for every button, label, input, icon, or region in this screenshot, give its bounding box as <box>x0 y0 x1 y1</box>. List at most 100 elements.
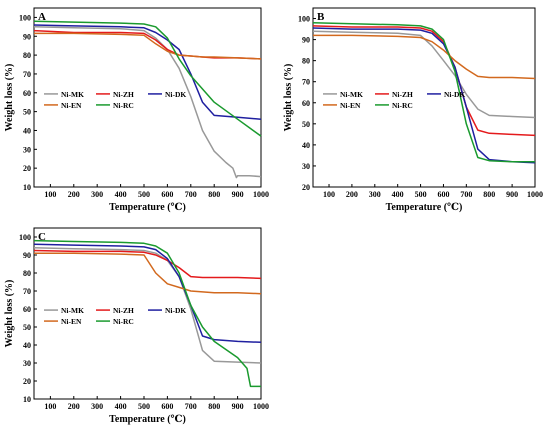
x-axis-title: Temperature (℃) <box>109 414 186 425</box>
y-tick-label: 70 <box>23 287 31 296</box>
legend-label: Ni-ZH <box>392 90 413 99</box>
legend: Ni-MK Ni-ZH Ni-DK Ni-EN Ni-RC <box>44 90 186 110</box>
series-line-ni-rc <box>33 20 262 137</box>
legend-label: Ni-RC <box>113 317 134 326</box>
y-tick-label: 70 <box>302 78 310 87</box>
x-tick-label: 400 <box>115 190 127 199</box>
y-tick-label: 30 <box>23 359 31 368</box>
x-tick-label: 300 <box>91 190 103 199</box>
y-tick-label: 20 <box>23 164 31 173</box>
y-tick-label: 20 <box>23 377 31 386</box>
y-tick-label: 90 <box>23 251 31 260</box>
y-tick-label: 80 <box>23 51 31 60</box>
y-axis-title: Weight loss (%) <box>4 64 15 132</box>
x-axis-title: Temperature (℃) <box>386 202 463 213</box>
y-tick-label: 80 <box>302 57 310 66</box>
series-line-ni-en <box>313 34 536 80</box>
series-line-ni-zh <box>33 29 262 60</box>
x-tick-label: 900 <box>232 402 244 411</box>
y-tick-label: 10 <box>23 395 31 404</box>
x-tick-label: 1000 <box>253 402 269 411</box>
y-tick-label: 100 <box>298 15 310 24</box>
series-line-ni-rc <box>33 239 261 388</box>
x-tick-label: 700 <box>185 190 197 199</box>
y-tick-label: 50 <box>23 323 31 332</box>
x-axis-title: Temperature (℃) <box>109 202 186 213</box>
x-tick-label: 900 <box>232 190 244 199</box>
y-tick-label: 90 <box>23 32 31 41</box>
x-tick-label: 900 <box>506 190 518 199</box>
series-line-ni-mk <box>312 30 536 119</box>
y-tick-label: 40 <box>23 341 31 350</box>
x-tick-label: 200 <box>68 402 80 411</box>
legend-label: Ni-DK <box>444 90 465 99</box>
x-tick-label: 400 <box>392 190 404 199</box>
x-tick-label: 500 <box>138 190 150 199</box>
panel-label: B <box>317 11 325 23</box>
x-tick-label: 1000 <box>253 190 269 199</box>
panel-c: 100 200 300 400 500 600 700 800 900 1000 10 20 30 40 5… <box>4 227 269 425</box>
x-tick-label: 300 <box>91 402 103 411</box>
x-tick-label: 300 <box>369 190 381 199</box>
legend: Ni-MK Ni-ZH Ni-DK Ni-EN Ni-RC <box>323 90 465 110</box>
legend-label: Ni-MK <box>61 306 84 315</box>
y-tick-label: 80 <box>23 269 31 278</box>
x-tick-label: 200 <box>68 190 80 199</box>
legend-label: Ni-MK <box>340 90 363 99</box>
y-tick-label: 90 <box>302 36 310 45</box>
y-tick-label: 60 <box>23 305 31 314</box>
plot-frame <box>33 227 262 400</box>
x-tick-label: 600 <box>161 402 173 411</box>
y-tick-label: 50 <box>302 120 310 129</box>
y-tick-label: 100 <box>19 233 31 242</box>
x-tick-label: 200 <box>346 190 358 199</box>
series-line-ni-zh <box>312 25 536 137</box>
series-line-ni-en <box>34 252 262 295</box>
y-tick-label: 100 <box>19 13 31 22</box>
legend-label: Ni-RC <box>392 101 413 110</box>
y-tick-label: 50 <box>23 108 31 117</box>
series-line-ni-mk <box>33 26 262 179</box>
y-tick-label: 40 <box>23 126 31 135</box>
x-tick-label: 100 <box>44 190 56 199</box>
y-tick-label: 30 <box>23 145 31 154</box>
x-tick-label: 100 <box>323 190 335 199</box>
legend-label: Ni-RC <box>113 101 134 110</box>
y-tick-label: 60 <box>302 99 310 108</box>
legend-label: Ni-ZH <box>113 90 134 99</box>
legend-label: Ni-EN <box>61 317 82 326</box>
legend: Ni-MK Ni-ZH Ni-DK Ni-EN Ni-RC <box>44 306 186 326</box>
y-tick-label: 20 <box>302 183 310 192</box>
x-tick-label: 700 <box>185 402 197 411</box>
legend-label: Ni-DK <box>165 90 186 99</box>
legend-label: Ni-MK <box>61 90 84 99</box>
x-tick-label: 800 <box>208 190 220 199</box>
x-tick-label: 500 <box>138 402 150 411</box>
x-tick-label: 100 <box>44 402 56 411</box>
x-tick-label: 500 <box>415 190 427 199</box>
panel-label: A <box>38 11 46 23</box>
panel-a: 100 200 300 400 500 600 700 800 900 1000 10 20 30 40 5… <box>4 7 269 213</box>
x-tick-label: 600 <box>437 190 449 199</box>
panel-label: C <box>38 231 46 243</box>
series-line-ni-dk <box>33 24 262 120</box>
x-tick-label: 700 <box>460 190 472 199</box>
legend-label: Ni-EN <box>340 101 361 110</box>
x-tick-label: 800 <box>483 190 495 199</box>
series-line-ni-dk <box>33 243 262 344</box>
plot-frame <box>312 7 536 188</box>
legend-label: Ni-DK <box>165 306 186 315</box>
series-line-ni-zh <box>33 249 262 280</box>
x-tick-label: 1000 <box>527 190 543 199</box>
legend-label: Ni-EN <box>61 101 82 110</box>
y-tick-label: 30 <box>302 162 310 171</box>
y-tick-label: 10 <box>23 183 31 192</box>
panel-b: 100 200 300 400 500 600 700 800 900 1000 20 30 40 50 6… <box>283 7 543 213</box>
x-tick-label: 800 <box>208 402 220 411</box>
legend-label: Ni-ZH <box>113 306 134 315</box>
plot-frame <box>33 7 262 188</box>
x-tick-label: 600 <box>161 190 173 199</box>
y-axis-title: Weight loss (%) <box>4 280 15 348</box>
y-tick-label: 70 <box>23 70 31 79</box>
